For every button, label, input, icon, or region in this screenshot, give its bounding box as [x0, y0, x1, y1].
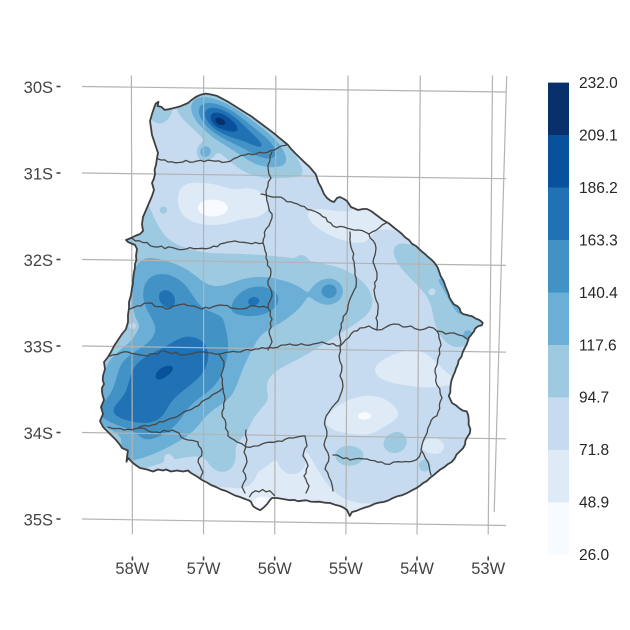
svg-text:57W: 57W: [187, 560, 221, 578]
svg-text:56W: 56W: [258, 560, 292, 578]
svg-text:31S: 31S: [24, 165, 53, 183]
svg-text:163.3: 163.3: [579, 232, 618, 249]
svg-text:34S: 34S: [24, 425, 53, 443]
svg-text:26.0: 26.0: [579, 547, 610, 564]
svg-text:140.4: 140.4: [579, 285, 618, 302]
svg-text:232.0: 232.0: [579, 75, 618, 92]
svg-text:35S: 35S: [24, 511, 53, 529]
svg-text:30S: 30S: [24, 79, 53, 97]
svg-text:53W: 53W: [471, 560, 505, 578]
svg-text:33S: 33S: [24, 338, 53, 356]
svg-text:71.8: 71.8: [579, 442, 609, 459]
svg-text:55W: 55W: [329, 560, 363, 578]
svg-text:32S: 32S: [24, 252, 53, 270]
svg-text:186.2: 186.2: [579, 180, 618, 197]
svg-text:117.6: 117.6: [579, 337, 617, 354]
svg-text:48.9: 48.9: [579, 495, 609, 512]
svg-text:54W: 54W: [400, 560, 434, 578]
svg-text:209.1: 209.1: [579, 127, 618, 144]
svg-text:58W: 58W: [115, 560, 149, 578]
svg-text:94.7: 94.7: [579, 390, 609, 407]
